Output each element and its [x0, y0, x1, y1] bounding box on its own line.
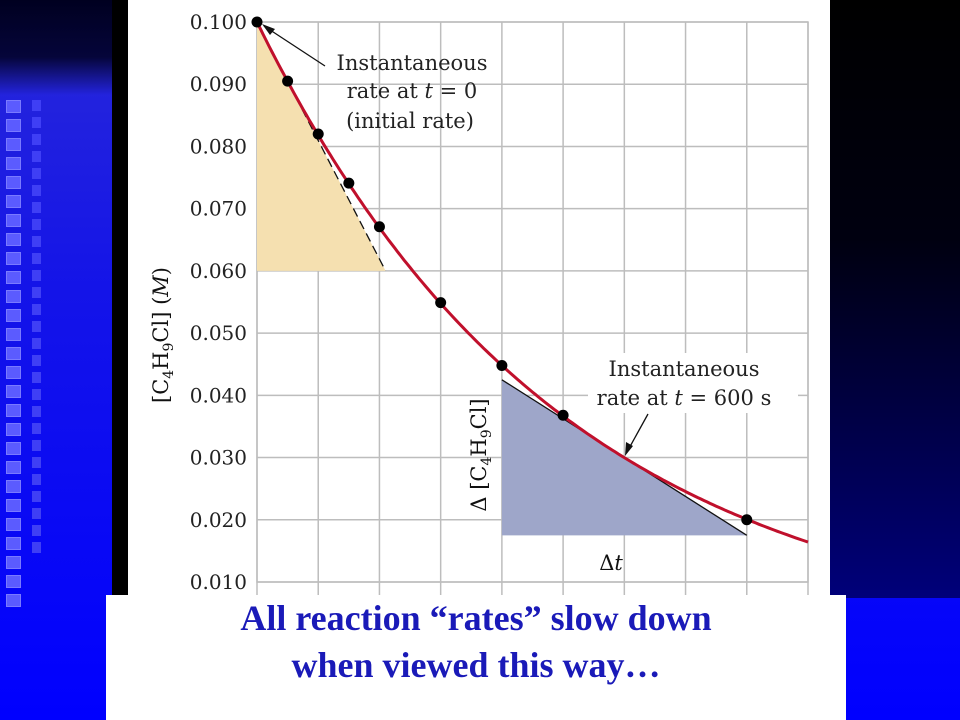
deco-square	[6, 271, 21, 284]
deco-square	[32, 406, 41, 417]
annotation-initial-rate: Instantaneous rate at t = 0 (initial rat…	[262, 24, 487, 133]
data-point	[343, 177, 355, 189]
deco-square	[32, 321, 41, 332]
deco-square	[32, 219, 41, 230]
deco-square	[32, 491, 41, 502]
deco-square	[6, 100, 21, 113]
deco-square	[32, 185, 41, 196]
deco-square	[32, 355, 41, 366]
y-tick-label: 0.080	[190, 134, 247, 158]
deco-square	[32, 457, 41, 468]
deco-square	[6, 195, 21, 208]
caption-line-2: when viewed this way…	[291, 645, 661, 685]
y-tick-label: 0.060	[190, 259, 247, 283]
annotation-initial-line1: Instantaneous	[337, 51, 488, 75]
deco-square	[32, 304, 41, 315]
y-tick-labels: 0.100 0.090 0.080 0.070 0.060 0.050 0.040 0.030…	[190, 10, 247, 594]
annotation-initial-arrow	[263, 25, 326, 67]
deco-square	[32, 542, 41, 553]
deco-square	[32, 253, 41, 264]
y-tick-label: 0.050	[190, 321, 247, 345]
deco-square	[6, 176, 21, 189]
data-point	[496, 359, 508, 371]
deco-square	[6, 366, 21, 379]
deco-square	[6, 290, 21, 303]
y-tick-label: 0.030	[190, 446, 247, 470]
deco-square	[6, 233, 21, 246]
deco-square	[6, 518, 21, 531]
data-point	[282, 75, 294, 87]
deco-square	[32, 168, 41, 179]
deco-square	[32, 474, 41, 485]
deco-square	[32, 287, 41, 298]
deco-square	[6, 461, 21, 474]
annotation-initial-line2: rate at t = 0	[347, 79, 478, 103]
y-tick-label: 0.070	[190, 197, 247, 221]
data-point	[312, 128, 324, 140]
annotation-600-rate: Instantaneous rate at t = 600 s	[588, 353, 798, 456]
decorative-squares	[6, 100, 26, 613]
y-tick-label: 0.090	[190, 72, 247, 96]
deco-square	[6, 309, 21, 322]
deco-square	[32, 440, 41, 451]
deco-square	[6, 214, 21, 227]
deco-square	[6, 404, 21, 417]
deco-square	[6, 594, 21, 607]
deco-square	[32, 270, 41, 281]
panel-border-right	[830, 0, 960, 598]
annotation-600-line1: Instantaneous	[609, 357, 760, 381]
deco-square	[6, 423, 21, 436]
deco-square	[32, 423, 41, 434]
y-tick-label: 0.100	[190, 10, 247, 34]
y-tick-label: 0.020	[190, 508, 247, 532]
deco-square	[32, 372, 41, 383]
deco-square	[6, 157, 21, 170]
deco-square	[32, 100, 41, 111]
annotation-initial-line3: (initial rate)	[346, 109, 474, 133]
deco-square	[6, 575, 21, 588]
chart-svg: 0.100 0.090 0.080 0.070 0.060 0.050 0.040 0.030…	[149, 10, 809, 598]
y-tick-label: 0.040	[190, 383, 247, 407]
deco-square	[32, 151, 41, 162]
deco-square	[6, 347, 21, 360]
deco-square	[32, 236, 41, 247]
annotation-600-backdrop	[588, 353, 798, 413]
delta-concentration-label: Δ [C4H9Cl]	[467, 398, 495, 511]
deco-square	[6, 499, 21, 512]
panel-border-left	[112, 0, 128, 598]
deco-square	[32, 134, 41, 145]
deco-square	[6, 537, 21, 550]
decorative-squares-inner	[32, 100, 46, 559]
annotation-600-line2: rate at t = 600 s	[597, 386, 772, 410]
deco-square	[32, 508, 41, 519]
deco-square	[6, 442, 21, 455]
deco-square	[32, 389, 41, 400]
annotation-initial-arrowhead	[262, 24, 275, 35]
chart-panel: 0.100 0.090 0.080 0.070 0.060 0.050 0.040 0.030…	[128, 0, 830, 598]
annotation-600-arrowhead	[625, 442, 633, 456]
deco-square	[6, 119, 21, 132]
y-tick-label: 0.010	[190, 570, 247, 594]
y-axis-label: [C4H9Cl] (M)	[149, 267, 177, 403]
delta-t-label: Δt	[599, 551, 623, 575]
slide-caption: All reaction “rates” slow down when view…	[106, 595, 846, 720]
data-points	[251, 16, 753, 526]
deco-square	[6, 480, 21, 493]
deco-square	[32, 202, 41, 213]
deco-square	[6, 385, 21, 398]
data-point	[251, 16, 263, 28]
caption-line-1: All reaction “rates” slow down	[240, 598, 712, 638]
deco-square	[32, 117, 41, 128]
data-point	[557, 409, 569, 421]
data-point	[373, 221, 385, 233]
deco-square	[6, 556, 21, 569]
data-point	[435, 297, 447, 309]
deco-square	[32, 525, 41, 536]
deco-square	[6, 252, 21, 265]
deco-square	[6, 328, 21, 341]
deco-square	[6, 138, 21, 151]
data-point	[741, 514, 753, 526]
deco-square	[32, 338, 41, 349]
